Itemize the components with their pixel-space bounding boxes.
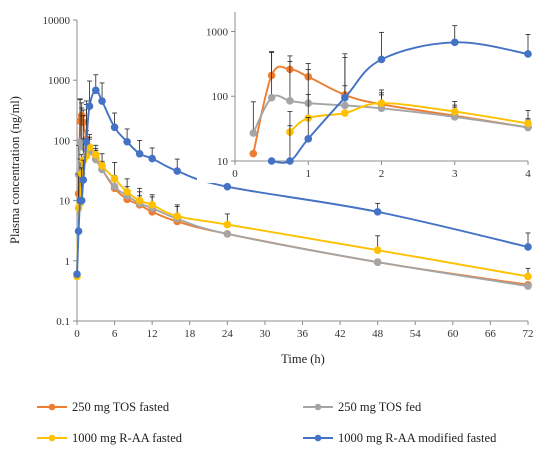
data-point bbox=[173, 167, 182, 175]
inset-data-point bbox=[286, 97, 294, 105]
data-point bbox=[110, 175, 119, 183]
data-point bbox=[110, 182, 119, 191]
x-tick-label: 48 bbox=[372, 328, 384, 340]
data-point bbox=[91, 150, 100, 159]
x-tick-label: 60 bbox=[447, 328, 459, 340]
inset-x-tick-label: 2 bbox=[379, 168, 385, 180]
inset-data-point bbox=[267, 157, 276, 165]
inset-background bbox=[197, 2, 540, 183]
x-axis-title: Time (h) bbox=[281, 352, 325, 366]
legend-label: 1000 mg R-AA modified fasted bbox=[338, 431, 497, 445]
inset-data-point bbox=[450, 107, 459, 116]
series-inset bbox=[286, 92, 532, 136]
inset-data-point bbox=[524, 119, 532, 128]
legend-swatch-marker bbox=[48, 403, 56, 411]
data-point bbox=[223, 220, 232, 229]
data-point bbox=[135, 196, 144, 205]
data-point bbox=[85, 102, 94, 110]
inset-data-point bbox=[304, 135, 313, 143]
x-tick-label: 54 bbox=[410, 328, 422, 340]
data-point bbox=[373, 246, 382, 254]
inset-data-point bbox=[524, 50, 532, 58]
inset-data-point bbox=[341, 109, 349, 117]
legend-swatch-marker bbox=[314, 403, 322, 411]
inset-y-tick-label: 10 bbox=[217, 156, 229, 168]
x-tick-label: 42 bbox=[335, 328, 346, 340]
inset-data-point bbox=[341, 101, 349, 110]
y-tick-label: 10000 bbox=[43, 15, 71, 27]
data-point bbox=[148, 201, 156, 209]
legend-entry: 1000 mg R-AA fasted bbox=[37, 431, 183, 445]
inset-x-tick-label: 1 bbox=[306, 168, 312, 180]
data-point bbox=[524, 272, 532, 281]
y-tick-label: 0.1 bbox=[56, 316, 70, 328]
y-tick-label: 1000 bbox=[48, 75, 71, 87]
inset-data-point bbox=[377, 99, 386, 108]
data-point bbox=[524, 282, 532, 290]
data-point bbox=[91, 86, 100, 95]
inset-plot: 10 100 1000 0 1 2 3 4 bbox=[197, 2, 540, 183]
legend-swatch-marker bbox=[314, 434, 322, 442]
inset-x-tick-label: 0 bbox=[232, 168, 238, 180]
inset-x-tick-label: 3 bbox=[452, 168, 458, 180]
x-tick-label: 12 bbox=[147, 328, 158, 340]
x-tick-label: 30 bbox=[259, 328, 271, 340]
y-axis-title: Plasma concentration (ng/ml) bbox=[8, 96, 22, 244]
x-tick-label: 72 bbox=[523, 328, 534, 340]
inset-x-tick-label: 4 bbox=[525, 168, 531, 180]
data-point bbox=[373, 208, 382, 216]
data-point bbox=[98, 97, 106, 105]
data-point bbox=[223, 230, 232, 238]
data-point bbox=[148, 154, 156, 163]
data-point bbox=[524, 243, 532, 251]
data-point bbox=[73, 270, 81, 278]
data-point bbox=[373, 258, 382, 266]
inset-data-point bbox=[267, 93, 276, 102]
inset-data-point bbox=[450, 38, 459, 47]
y-tick-label: 1 bbox=[65, 256, 71, 268]
data-point bbox=[123, 137, 131, 146]
x-tick-label: 0 bbox=[74, 328, 80, 340]
inset-data-point bbox=[341, 93, 349, 102]
legend-label: 250 mg TOS fasted bbox=[72, 400, 170, 414]
data-point bbox=[98, 161, 106, 170]
series-main bbox=[73, 74, 532, 278]
data-point bbox=[79, 176, 88, 184]
legend-entry: 1000 mg R-AA modified fasted bbox=[303, 431, 497, 445]
x-tick-label: 36 bbox=[297, 328, 309, 340]
y-tick-label: 10 bbox=[59, 196, 71, 208]
y-tick-label: 100 bbox=[54, 135, 71, 147]
x-tick-label: 66 bbox=[485, 328, 497, 340]
inset-y-tick-label: 1000 bbox=[206, 26, 229, 38]
inset-data-point bbox=[249, 129, 258, 137]
data-point bbox=[110, 123, 119, 132]
inset-data-point bbox=[286, 157, 294, 165]
data-point bbox=[82, 137, 91, 146]
series-inset bbox=[267, 25, 532, 165]
inset-data-point bbox=[377, 55, 386, 64]
x-tick-label: 6 bbox=[112, 328, 118, 340]
data-point bbox=[74, 227, 83, 236]
legend: 250 mg TOS fasted 250 mg TOS fed 1000 mg R… bbox=[37, 400, 497, 445]
inset-y-tick-label: 100 bbox=[212, 91, 229, 103]
data-point bbox=[135, 149, 144, 158]
inset-data-point bbox=[249, 149, 258, 158]
data-point bbox=[173, 212, 182, 221]
legend-swatch-marker bbox=[48, 434, 56, 442]
data-point bbox=[123, 188, 131, 196]
legend-label: 1000 mg R-AA fasted bbox=[72, 431, 183, 445]
legend-label: 250 mg TOS fed bbox=[338, 400, 422, 414]
data-point bbox=[223, 182, 232, 191]
data-point bbox=[77, 196, 86, 205]
x-tick-label: 24 bbox=[222, 328, 234, 340]
legend-entry: 250 mg TOS fed bbox=[303, 400, 422, 414]
legend-entry: 250 mg TOS fasted bbox=[37, 400, 170, 414]
x-tick-label: 18 bbox=[184, 328, 196, 340]
